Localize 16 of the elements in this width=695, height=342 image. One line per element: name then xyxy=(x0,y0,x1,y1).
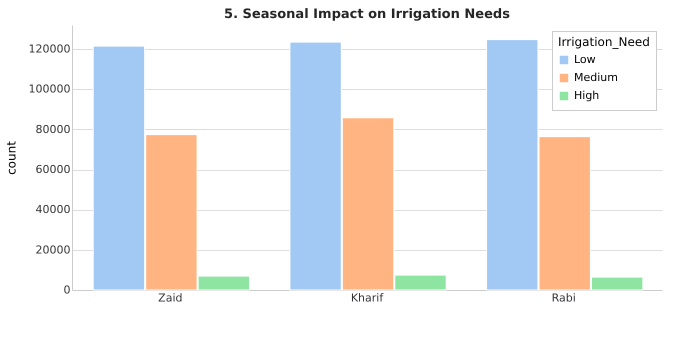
y-tick-label: 60000 xyxy=(36,163,70,176)
y-tick-label: 40000 xyxy=(36,203,70,216)
y-tick-label: 80000 xyxy=(36,122,70,136)
x-tick-label: Rabi xyxy=(552,292,576,304)
x-tick-label: Kharif xyxy=(350,292,384,304)
legend-title: Irrigation_Need xyxy=(558,35,650,49)
y-tick-label: 100000 xyxy=(28,82,70,96)
y-tick-label: 120000 xyxy=(28,42,70,56)
y-tick-label: 20000 xyxy=(36,243,70,256)
legend-label: Low xyxy=(574,53,596,66)
legend-label: Medium xyxy=(574,71,618,84)
legend-label: High xyxy=(574,89,600,102)
chart-title: 5. Seasonal Impact on Irrigation Needs xyxy=(224,7,510,22)
y-axis-title: count xyxy=(4,140,19,175)
y-tick-label: 0 xyxy=(64,284,70,296)
x-tick-label: Zaid xyxy=(158,292,182,304)
